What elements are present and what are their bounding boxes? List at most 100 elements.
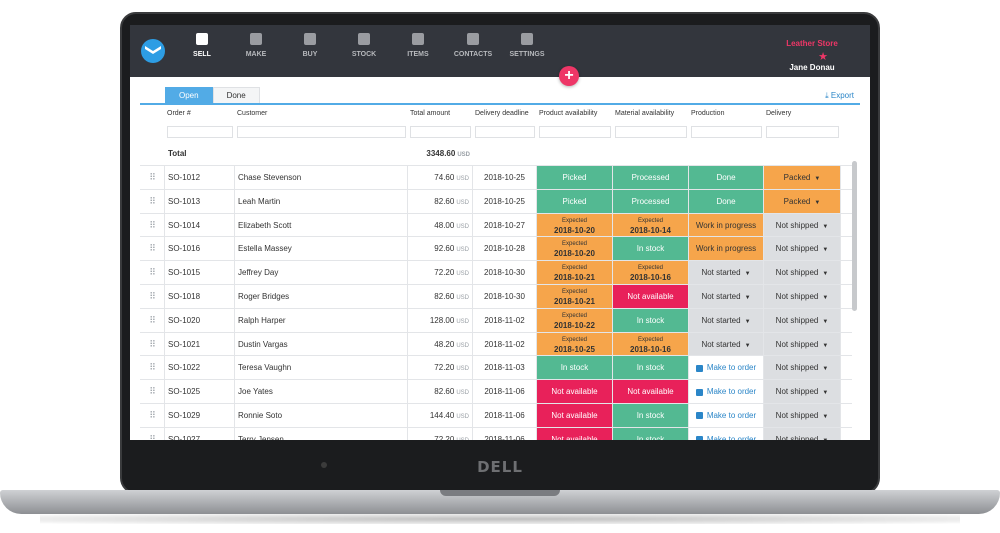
- export-link[interactable]: ⤓ Export: [825, 91, 854, 101]
- order-number[interactable]: SO-1022: [165, 356, 235, 380]
- table-row[interactable]: ⠿ SO-1025 Joe Yates 82.60 USD 2018-11-06 Not a…: [140, 379, 852, 403]
- delivery-status[interactable]: Not shipped▼: [764, 356, 841, 380]
- column-header[interactable]: Order #: [167, 110, 191, 117]
- customer-name[interactable]: Chase Stevenson: [235, 166, 408, 189]
- order-number[interactable]: SO-1014: [165, 213, 235, 237]
- customer-name[interactable]: Dustin Vargas: [235, 332, 408, 356]
- customer-name[interactable]: Terry Jensen: [235, 427, 408, 440]
- delivery-status[interactable]: Not shipped▼: [764, 404, 841, 427]
- customer-name[interactable]: Elizabeth Scott: [235, 213, 408, 237]
- material-availability[interactable]: Expected 2018-10-14: [613, 213, 689, 237]
- product-availability[interactable]: Expected 2018-10-20: [537, 237, 613, 261]
- production-status[interactable]: Work in progress: [689, 237, 764, 261]
- material-availability[interactable]: In stock: [613, 427, 689, 440]
- table-row[interactable]: ⠿ SO-1022 Teresa Vaughn 72.20 USD 2018-11-03 I…: [140, 355, 852, 380]
- delivery-status[interactable]: Not shipped▼: [764, 427, 841, 440]
- table-row[interactable]: ⠿ SO-1018 Roger Bridges 82.60 USD 2018-10-30 E…: [140, 284, 852, 308]
- production-status[interactable]: Not started ▼: [689, 332, 764, 356]
- filter-input[interactable]: [766, 126, 839, 138]
- app-logo[interactable]: [141, 39, 165, 63]
- material-availability[interactable]: In stock: [613, 356, 689, 380]
- customer-name[interactable]: Leah Martin: [235, 189, 408, 213]
- material-availability[interactable]: Expected 2018-10-16: [613, 332, 689, 356]
- product-availability[interactable]: Not available: [537, 404, 613, 427]
- order-number[interactable]: SO-1016: [165, 237, 235, 261]
- product-availability[interactable]: Expected 2018-10-21: [537, 285, 613, 308]
- production-status[interactable]: Work in progress: [689, 213, 764, 237]
- product-availability[interactable]: Not available: [537, 427, 613, 440]
- order-number[interactable]: SO-1027: [165, 427, 235, 440]
- column-header[interactable]: Delivery: [766, 110, 792, 117]
- table-row[interactable]: ⠿ SO-1016 Estella Massey 92.60 USD 2018-10-28…: [140, 236, 852, 261]
- material-availability[interactable]: In stock: [613, 237, 689, 261]
- filter-input[interactable]: [410, 126, 471, 138]
- drag-handle-icon[interactable]: ⠿: [140, 404, 165, 427]
- nav-buy[interactable]: BUY: [285, 31, 335, 58]
- order-number[interactable]: SO-1021: [165, 332, 235, 356]
- tab-open[interactable]: Open: [165, 87, 213, 103]
- drag-handle-icon[interactable]: ⠿: [140, 427, 165, 440]
- customer-name[interactable]: Jeffrey Day: [235, 261, 408, 284]
- filter-input[interactable]: [237, 126, 406, 138]
- customer-name[interactable]: Joe Yates: [235, 380, 408, 403]
- product-availability[interactable]: Expected 2018-10-20: [537, 213, 613, 237]
- nav-settings[interactable]: SETTINGS: [502, 31, 552, 58]
- delivery-status[interactable]: Not shipped▼: [764, 285, 841, 308]
- table-row[interactable]: ⠿ SO-1013 Leah Martin 82.60 USD 2018-10-25 Pic…: [140, 188, 852, 213]
- production-status[interactable]: Not started ▼: [689, 261, 764, 284]
- store-name[interactable]: Leather Store: [786, 39, 838, 48]
- delivery-status[interactable]: Not shipped▼: [764, 380, 841, 403]
- column-header[interactable]: Customer: [237, 110, 268, 117]
- material-availability[interactable]: Processed: [613, 189, 689, 213]
- order-number[interactable]: SO-1020: [165, 308, 235, 332]
- column-header[interactable]: Delivery deadline: [475, 110, 529, 117]
- delivery-status[interactable]: Packed ▼: [764, 189, 841, 213]
- material-availability[interactable]: In stock: [613, 308, 689, 332]
- table-row[interactable]: ⠿ SO-1021 Dustin Vargas 48.20 USD 2018-11-02 E…: [140, 331, 852, 356]
- table-scrollbar[interactable]: [852, 161, 857, 311]
- drag-handle-icon[interactable]: ⠿: [140, 356, 165, 380]
- nav-items[interactable]: ITEMS: [393, 31, 443, 58]
- delivery-status[interactable]: Not shipped▼: [764, 308, 841, 332]
- production-status[interactable]: Make to order: [689, 356, 764, 380]
- delivery-status[interactable]: Packed ▼: [764, 166, 841, 189]
- production-status[interactable]: Done: [689, 189, 764, 213]
- order-number[interactable]: SO-1015: [165, 261, 235, 284]
- column-header[interactable]: Production: [691, 110, 725, 117]
- column-header[interactable]: Total amount: [410, 110, 451, 117]
- drag-handle-icon[interactable]: ⠿: [140, 308, 165, 332]
- product-availability[interactable]: Expected 2018-10-22: [537, 308, 613, 332]
- nav-stock[interactable]: STOCK: [339, 31, 389, 58]
- drag-handle-icon[interactable]: ⠿: [140, 189, 165, 213]
- delivery-status[interactable]: Not shipped▼: [764, 237, 841, 261]
- customer-name[interactable]: Roger Bridges: [235, 285, 408, 308]
- delivery-status[interactable]: Not shipped▼: [764, 332, 841, 356]
- order-number[interactable]: SO-1029: [165, 404, 235, 427]
- drag-handle-icon[interactable]: ⠿: [140, 380, 165, 403]
- product-availability[interactable]: Expected 2018-10-21: [537, 261, 613, 284]
- production-status[interactable]: Make to order: [689, 427, 764, 440]
- drag-handle-icon[interactable]: ⠿: [140, 213, 165, 237]
- material-availability[interactable]: Expected 2018-10-16: [613, 261, 689, 284]
- product-availability[interactable]: In stock: [537, 356, 613, 380]
- drag-handle-icon[interactable]: ⠿: [140, 285, 165, 308]
- drag-handle-icon[interactable]: ⠿: [140, 332, 165, 356]
- delivery-status[interactable]: Not shipped▼: [764, 213, 841, 237]
- production-status[interactable]: Not started ▼: [689, 285, 764, 308]
- material-availability[interactable]: Not available: [613, 285, 689, 308]
- table-row[interactable]: ⠿ SO-1020 Ralph Harper 128.00 USD 2018-11-02 E…: [140, 307, 852, 332]
- table-row[interactable]: ⠿ SO-1012 Chase Stevenson 74.60 USD 2018-10-2…: [140, 165, 852, 189]
- production-status[interactable]: Done: [689, 166, 764, 189]
- customer-name[interactable]: Ronnie Soto: [235, 404, 408, 427]
- order-number[interactable]: SO-1025: [165, 380, 235, 403]
- order-number[interactable]: SO-1013: [165, 189, 235, 213]
- product-availability[interactable]: Picked: [537, 166, 613, 189]
- customer-name[interactable]: Estella Massey: [235, 237, 408, 261]
- column-header[interactable]: Product availability: [539, 110, 598, 117]
- delivery-status[interactable]: Not shipped▼: [764, 261, 841, 284]
- customer-name[interactable]: Ralph Harper: [235, 308, 408, 332]
- drag-handle-icon[interactable]: ⠿: [140, 237, 165, 261]
- table-row[interactable]: ⠿ SO-1015 Jeffrey Day 72.20 USD 2018-10-30 Exp…: [140, 260, 852, 284]
- production-status[interactable]: Make to order: [689, 380, 764, 403]
